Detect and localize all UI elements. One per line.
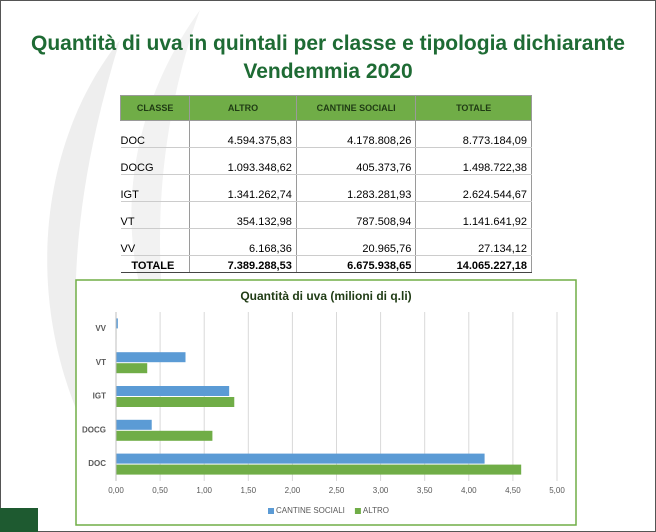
x-tick-label: 4,50	[505, 486, 521, 495]
slide: Quantità di uva in quintali per classe e…	[0, 0, 656, 532]
bar	[116, 363, 147, 373]
x-tick-label: 2,00	[285, 486, 301, 495]
legend-swatch	[355, 508, 361, 514]
chart: Quantità di uva (milioni di q.li) 0,00 0,…	[0, 0, 656, 532]
bar	[116, 352, 186, 362]
y-tick-label: VV	[95, 324, 106, 333]
bar	[116, 465, 521, 475]
x-tick-label: 0,00	[108, 486, 124, 495]
x-tick-label: 3,00	[373, 486, 389, 495]
bar	[116, 454, 485, 464]
bar	[116, 431, 212, 441]
bar	[116, 386, 229, 396]
x-tick-label: 1,00	[196, 486, 212, 495]
x-tick-label: 2,50	[329, 486, 345, 495]
x-tick-label: 5,00	[549, 486, 565, 495]
x-tick-label: 3,50	[417, 486, 433, 495]
bar	[116, 420, 152, 430]
y-tick-label: DOCG	[82, 425, 106, 434]
y-tick-label: IGT	[93, 392, 106, 401]
bar	[116, 397, 234, 407]
y-tick-label: VT	[96, 358, 106, 367]
x-tick-label: 4,00	[461, 486, 477, 495]
x-tick-label: 1,50	[241, 486, 257, 495]
legend-label: CANTINE SOCIALI	[276, 506, 345, 515]
legend-swatch	[268, 508, 274, 514]
chart-title: Quantità di uva (milioni di q.li)	[240, 289, 411, 303]
x-tick-label: 0,50	[152, 486, 168, 495]
legend-label: ALTRO	[363, 506, 389, 515]
y-tick-label: DOC	[88, 459, 106, 468]
